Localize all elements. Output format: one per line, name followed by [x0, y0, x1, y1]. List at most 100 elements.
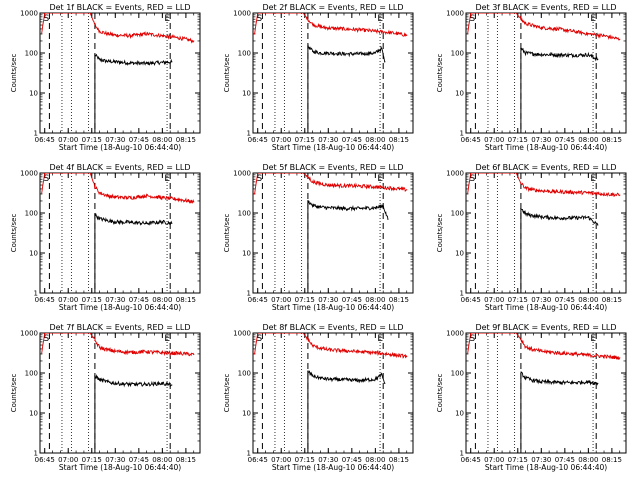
panel-title: Det 6f BLACK = Events, RED = LLD — [475, 163, 616, 172]
series-group — [253, 173, 408, 293]
start-marker: S — [470, 174, 476, 184]
y-tick-label: 10 — [29, 410, 38, 418]
panel-title: Det 9f BLACK = Events, RED = LLD — [475, 323, 616, 332]
panel-title: Det 2f BLACK = Events, RED = LLD — [262, 3, 403, 12]
x-tick-label: 07:30 — [318, 456, 338, 464]
y-tick-label: 1000 — [20, 330, 38, 338]
x-tick-label: 08:15 — [389, 296, 409, 304]
x-axis-label: Start Time (18-Aug-10 06:44:40) — [485, 143, 607, 152]
x-tick-label: 07:45 — [342, 136, 362, 144]
x-tick-label: 07:30 — [318, 296, 338, 304]
y-tick-label: 100 — [238, 210, 251, 218]
y-tick-label: 100 — [25, 50, 38, 58]
series-group — [466, 333, 621, 453]
axes-frame — [465, 172, 627, 294]
series-group — [40, 13, 195, 133]
x-tick-label: 07:15 — [295, 296, 315, 304]
end-marker: E — [377, 334, 383, 344]
x-axis-label: Start Time (18-Aug-10 06:44:40) — [485, 463, 607, 472]
panel-title: Det 1f BLACK = Events, RED = LLD — [49, 3, 190, 12]
y-tick-label: 10 — [242, 250, 251, 258]
y-axis-label: Counts/sec — [10, 214, 18, 253]
x-tick-label: 07:30 — [531, 456, 551, 464]
axes-frame — [465, 332, 627, 454]
x-tick-label: 07:30 — [105, 136, 125, 144]
panel-title: Det 3f BLACK = Events, RED = LLD — [475, 3, 616, 12]
y-tick-label: 10 — [29, 250, 38, 258]
x-tick-label: 07:15 — [508, 136, 528, 144]
x-tick-label: 07:45 — [555, 296, 575, 304]
x-axis-label: Start Time (18-Aug-10 06:44:40) — [272, 463, 394, 472]
x-tick-label: 07:30 — [105, 296, 125, 304]
x-tick-label: 07:00 — [271, 456, 291, 464]
lld-series-line — [41, 173, 195, 204]
x-tick-label: 07:00 — [58, 296, 78, 304]
x-tick-label: 07:00 — [58, 136, 78, 144]
y-tick-label: 1000 — [20, 10, 38, 18]
y-tick-label: 1000 — [233, 170, 251, 178]
x-tick-label: 08:00 — [578, 136, 598, 144]
series-group — [466, 13, 621, 133]
panel-det-2f: Det 2f BLACK = Events, RED = LLD 1 10 100 10… — [223, 3, 414, 152]
x-tick-label: 07:30 — [105, 456, 125, 464]
y-axis-label: Counts/sec — [436, 214, 444, 253]
events-series-line — [307, 44, 386, 63]
y-tick-label: 1 — [34, 130, 38, 138]
axes-frame — [465, 12, 627, 134]
x-tick-label: 07:45 — [342, 456, 362, 464]
x-tick-label: 07:45 — [129, 456, 149, 464]
x-tick-label: 08:15 — [602, 296, 622, 304]
lld-series-line — [467, 333, 621, 360]
x-tick-label: 07:45 — [129, 296, 149, 304]
y-axis-label: Counts/sec — [223, 374, 231, 413]
end-marker: E — [377, 14, 383, 24]
data-point — [532, 189, 535, 191]
x-tick-label: 08:00 — [365, 456, 385, 464]
data-point — [374, 30, 376, 32]
y-tick-label: 100 — [238, 50, 251, 58]
end-marker: E — [590, 334, 596, 344]
start-marker: S — [44, 334, 50, 344]
y-tick-label: 1 — [460, 290, 464, 298]
y-tick-label: 10 — [29, 90, 38, 98]
x-axis-label: Start Time (18-Aug-10 06:44:40) — [59, 303, 181, 312]
y-tick-label: 1 — [247, 130, 251, 138]
y-tick-label: 100 — [238, 370, 251, 378]
panel-det-7f: Det 7f BLACK = Events, RED = LLD 1 10 100 10… — [10, 323, 201, 472]
x-tick-label: 06:45 — [461, 136, 481, 144]
y-axis-label: Counts/sec — [436, 374, 444, 413]
x-axis-label: Start Time (18-Aug-10 06:44:40) — [59, 463, 181, 472]
y-tick-label: 100 — [451, 50, 464, 58]
start-marker: S — [257, 14, 263, 24]
x-tick-label: 08:15 — [602, 456, 622, 464]
y-tick-label: 10 — [455, 410, 464, 418]
y-axis-label: Counts/sec — [10, 374, 18, 413]
end-marker: E — [164, 174, 170, 184]
y-tick-label: 10 — [455, 90, 464, 98]
end-marker: E — [164, 334, 170, 344]
x-tick-label: 08:00 — [578, 296, 598, 304]
events-series-line — [520, 208, 599, 226]
x-axis-label: Start Time (18-Aug-10 06:44:40) — [272, 143, 394, 152]
x-tick-label: 08:15 — [176, 296, 196, 304]
x-axis-label: Start Time (18-Aug-10 06:44:40) — [485, 303, 607, 312]
panel-det-6f: Det 6f BLACK = Events, RED = LLD 1 10 100 10… — [436, 163, 627, 312]
panel-det-4f: Det 4f BLACK = Events, RED = LLD 1 10 100 10… — [10, 163, 201, 312]
y-tick-label: 1 — [460, 450, 464, 458]
x-tick-label: 06:45 — [35, 456, 55, 464]
x-tick-label: 07:00 — [484, 296, 504, 304]
x-tick-label: 07:45 — [342, 296, 362, 304]
x-tick-label: 07:00 — [271, 136, 291, 144]
panel-det-5f: Det 5f BLACK = Events, RED = LLD 1 10 100 10… — [223, 163, 414, 312]
panel-title: Det 7f BLACK = Events, RED = LLD — [49, 323, 190, 332]
start-marker: S — [257, 174, 263, 184]
series-group — [253, 333, 408, 453]
x-tick-label: 07:30 — [531, 296, 551, 304]
x-tick-label: 06:45 — [35, 136, 55, 144]
y-tick-label: 1000 — [446, 330, 464, 338]
start-marker: S — [257, 334, 263, 344]
x-tick-label: 07:00 — [58, 456, 78, 464]
axes-frame — [252, 12, 414, 134]
y-axis-label: Counts/sec — [223, 54, 231, 93]
